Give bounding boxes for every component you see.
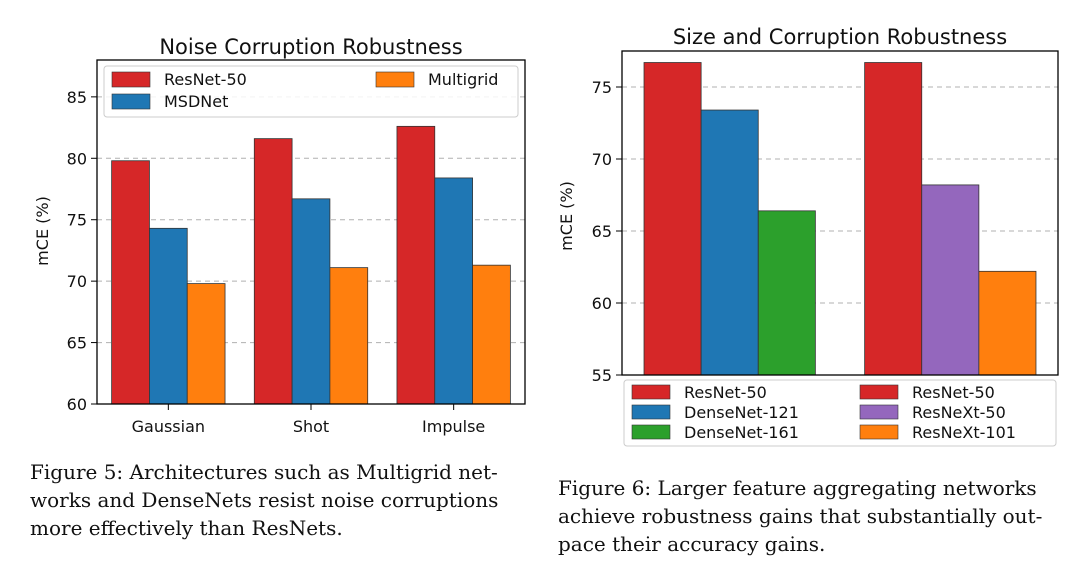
- bar-gaussian-resnet-50: [111, 160, 150, 405]
- bar-group1-resnet-50: [643, 62, 702, 376]
- legend-label-resnext-101: ResNeXt-101: [912, 423, 1016, 442]
- caption-line: achieve robustness gains that substantia…: [558, 504, 1043, 528]
- bar-shot-msdnet: [291, 198, 331, 405]
- caption-line: works and DenseNets resist noise corrupt…: [30, 488, 499, 512]
- legend-swatch-densenet-161: [631, 424, 671, 440]
- bar-impulse-multigrid: [472, 264, 511, 405]
- bar-gaussian-multigrid: [186, 283, 226, 405]
- chart-right-ylabel: mCE (%): [557, 181, 576, 251]
- chart-left-bars: [111, 125, 511, 405]
- legend-label-msdnet: MSDNet: [164, 92, 228, 111]
- bar-shot-resnet-50: [253, 138, 293, 405]
- legend-swatch-resnet-50: [111, 71, 151, 88]
- chart-right: Size and Corruption Robustness mCE (%) 5…: [557, 25, 1059, 447]
- bar-group2-resnext-101: [978, 270, 1037, 376]
- y-tick-label: 70: [592, 150, 612, 169]
- chart-left-frame: [96, 59, 526, 405]
- figure-6-caption: Figure 6: Larger feature aggregating net…: [558, 474, 1042, 558]
- y-tick-label: 65: [592, 222, 612, 241]
- figure-5-caption: Figure 5: Architectures such as Multigri…: [30, 458, 498, 542]
- chart-right-y-ticks: 55 60 65 70 75: [592, 78, 622, 385]
- legend-label-multigrid: Multigrid: [428, 70, 498, 89]
- caption-line: Figure 5: Architectures such as Multigri…: [30, 460, 498, 484]
- y-tick-label: 70: [67, 272, 87, 291]
- bar-group2-resnext-50: [921, 184, 980, 376]
- bar-shot-multigrid: [329, 267, 369, 405]
- bar-impulse-resnet-50: [396, 125, 436, 405]
- chart-left-ylabel: mCE (%): [33, 196, 52, 266]
- legend-label-resnet-50: ResNet-50: [684, 383, 767, 402]
- y-tick-label: 75: [67, 211, 87, 230]
- chart-right-title: Size and Corruption Robustness: [673, 25, 1007, 49]
- y-tick-label: 75: [592, 78, 612, 97]
- x-tick-label: Gaussian: [132, 417, 205, 436]
- chart-right-frame: [621, 50, 1059, 376]
- caption-line: Figure 6: Larger feature aggregating net…: [558, 476, 1037, 500]
- bar-group2-resnet-50: [864, 62, 923, 376]
- chart-left: Noise Corruption Robustness mCE (%) 60 65…: [33, 35, 526, 436]
- y-tick-label: 60: [592, 294, 612, 313]
- chart-right-bars: [643, 62, 1037, 376]
- chart-left-legend: ResNet-50 MSDNet Multigrid: [103, 65, 519, 118]
- legend-swatch-msdnet: [111, 93, 151, 110]
- chart-right-legend: ResNet-50DenseNet-121DenseNet-161ResNet-…: [623, 379, 1057, 447]
- legend-label-resnet-50: ResNet-50: [912, 383, 995, 402]
- legend-swatch-resnext-50: [859, 404, 899, 420]
- legend-box: [103, 65, 519, 118]
- chart-left-y-ticks: 60 65 70 75 80 85: [67, 88, 97, 414]
- legend-swatch-resnet-50: [631, 384, 671, 400]
- legend-swatch-multigrid: [375, 71, 415, 88]
- caption-line: more effectively than ResNets.: [30, 516, 343, 540]
- y-tick-label: 55: [592, 366, 612, 385]
- y-tick-label: 65: [67, 334, 87, 353]
- bar-group1-densenet-161: [757, 210, 816, 376]
- caption-line: pace their accuracy gains.: [558, 532, 826, 556]
- x-tick-label: Impulse: [422, 417, 485, 436]
- y-tick-label: 80: [67, 149, 87, 168]
- legend-label-densenet-161: DenseNet-161: [684, 423, 799, 442]
- chart-left-title: Noise Corruption Robustness: [159, 35, 462, 59]
- legend-label-densenet-121: DenseNet-121: [684, 403, 799, 422]
- legend-box: [623, 379, 1057, 447]
- legend-swatch-densenet-121: [631, 404, 671, 420]
- bar-impulse-msdnet: [434, 177, 473, 405]
- chart-left-x-ticks: Gaussian Shot Impulse: [132, 404, 485, 436]
- bar-gaussian-msdnet: [149, 227, 188, 405]
- legend-label-resnet-50: ResNet-50: [164, 70, 247, 89]
- y-tick-label: 85: [67, 88, 87, 107]
- legend-swatch-resnet-50: [859, 384, 899, 400]
- y-tick-label: 60: [67, 395, 87, 414]
- x-tick-label: Shot: [293, 417, 329, 436]
- legend-label-resnext-50: ResNeXt-50: [912, 403, 1006, 422]
- bar-group1-densenet-121: [700, 109, 759, 376]
- legend-swatch-resnext-101: [859, 424, 899, 440]
